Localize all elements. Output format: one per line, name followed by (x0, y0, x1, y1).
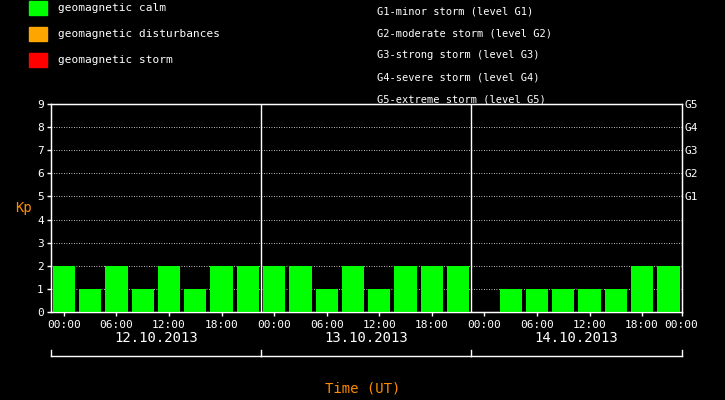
Bar (79, 289, 102, 312)
Bar (315, 289, 338, 312)
Bar (53, 266, 75, 312)
Bar (394, 266, 417, 312)
Y-axis label: Kp: Kp (14, 201, 32, 215)
Text: 13.10.2013: 13.10.2013 (324, 331, 408, 345)
Bar (184, 289, 207, 312)
Bar (158, 266, 181, 312)
Text: geomagnetic disturbances: geomagnetic disturbances (58, 29, 220, 39)
Bar (605, 289, 627, 312)
Bar (447, 266, 469, 312)
Bar (210, 266, 233, 312)
Bar (579, 289, 601, 312)
Text: Time (UT): Time (UT) (325, 382, 400, 396)
Text: geomagnetic storm: geomagnetic storm (58, 55, 173, 65)
Bar (131, 289, 154, 312)
Bar (341, 266, 364, 312)
Bar (526, 289, 548, 312)
Text: G2-moderate storm (level G2): G2-moderate storm (level G2) (377, 28, 552, 38)
Bar (657, 266, 679, 312)
Bar (105, 266, 128, 312)
Bar (631, 266, 653, 312)
Bar (289, 266, 312, 312)
Bar (263, 266, 286, 312)
Bar (420, 266, 443, 312)
Bar (552, 289, 574, 312)
Bar (500, 289, 522, 312)
Text: G4-severe storm (level G4): G4-severe storm (level G4) (377, 72, 539, 82)
Text: geomagnetic calm: geomagnetic calm (58, 3, 166, 13)
Bar (236, 266, 259, 312)
Text: 14.10.2013: 14.10.2013 (534, 331, 618, 345)
Text: G3-strong storm (level G3): G3-strong storm (level G3) (377, 50, 539, 60)
Text: 12.10.2013: 12.10.2013 (114, 331, 198, 345)
Text: G5-extreme storm (level G5): G5-extreme storm (level G5) (377, 94, 546, 104)
Text: G1-minor storm (level G1): G1-minor storm (level G1) (377, 6, 534, 16)
Bar (368, 289, 391, 312)
